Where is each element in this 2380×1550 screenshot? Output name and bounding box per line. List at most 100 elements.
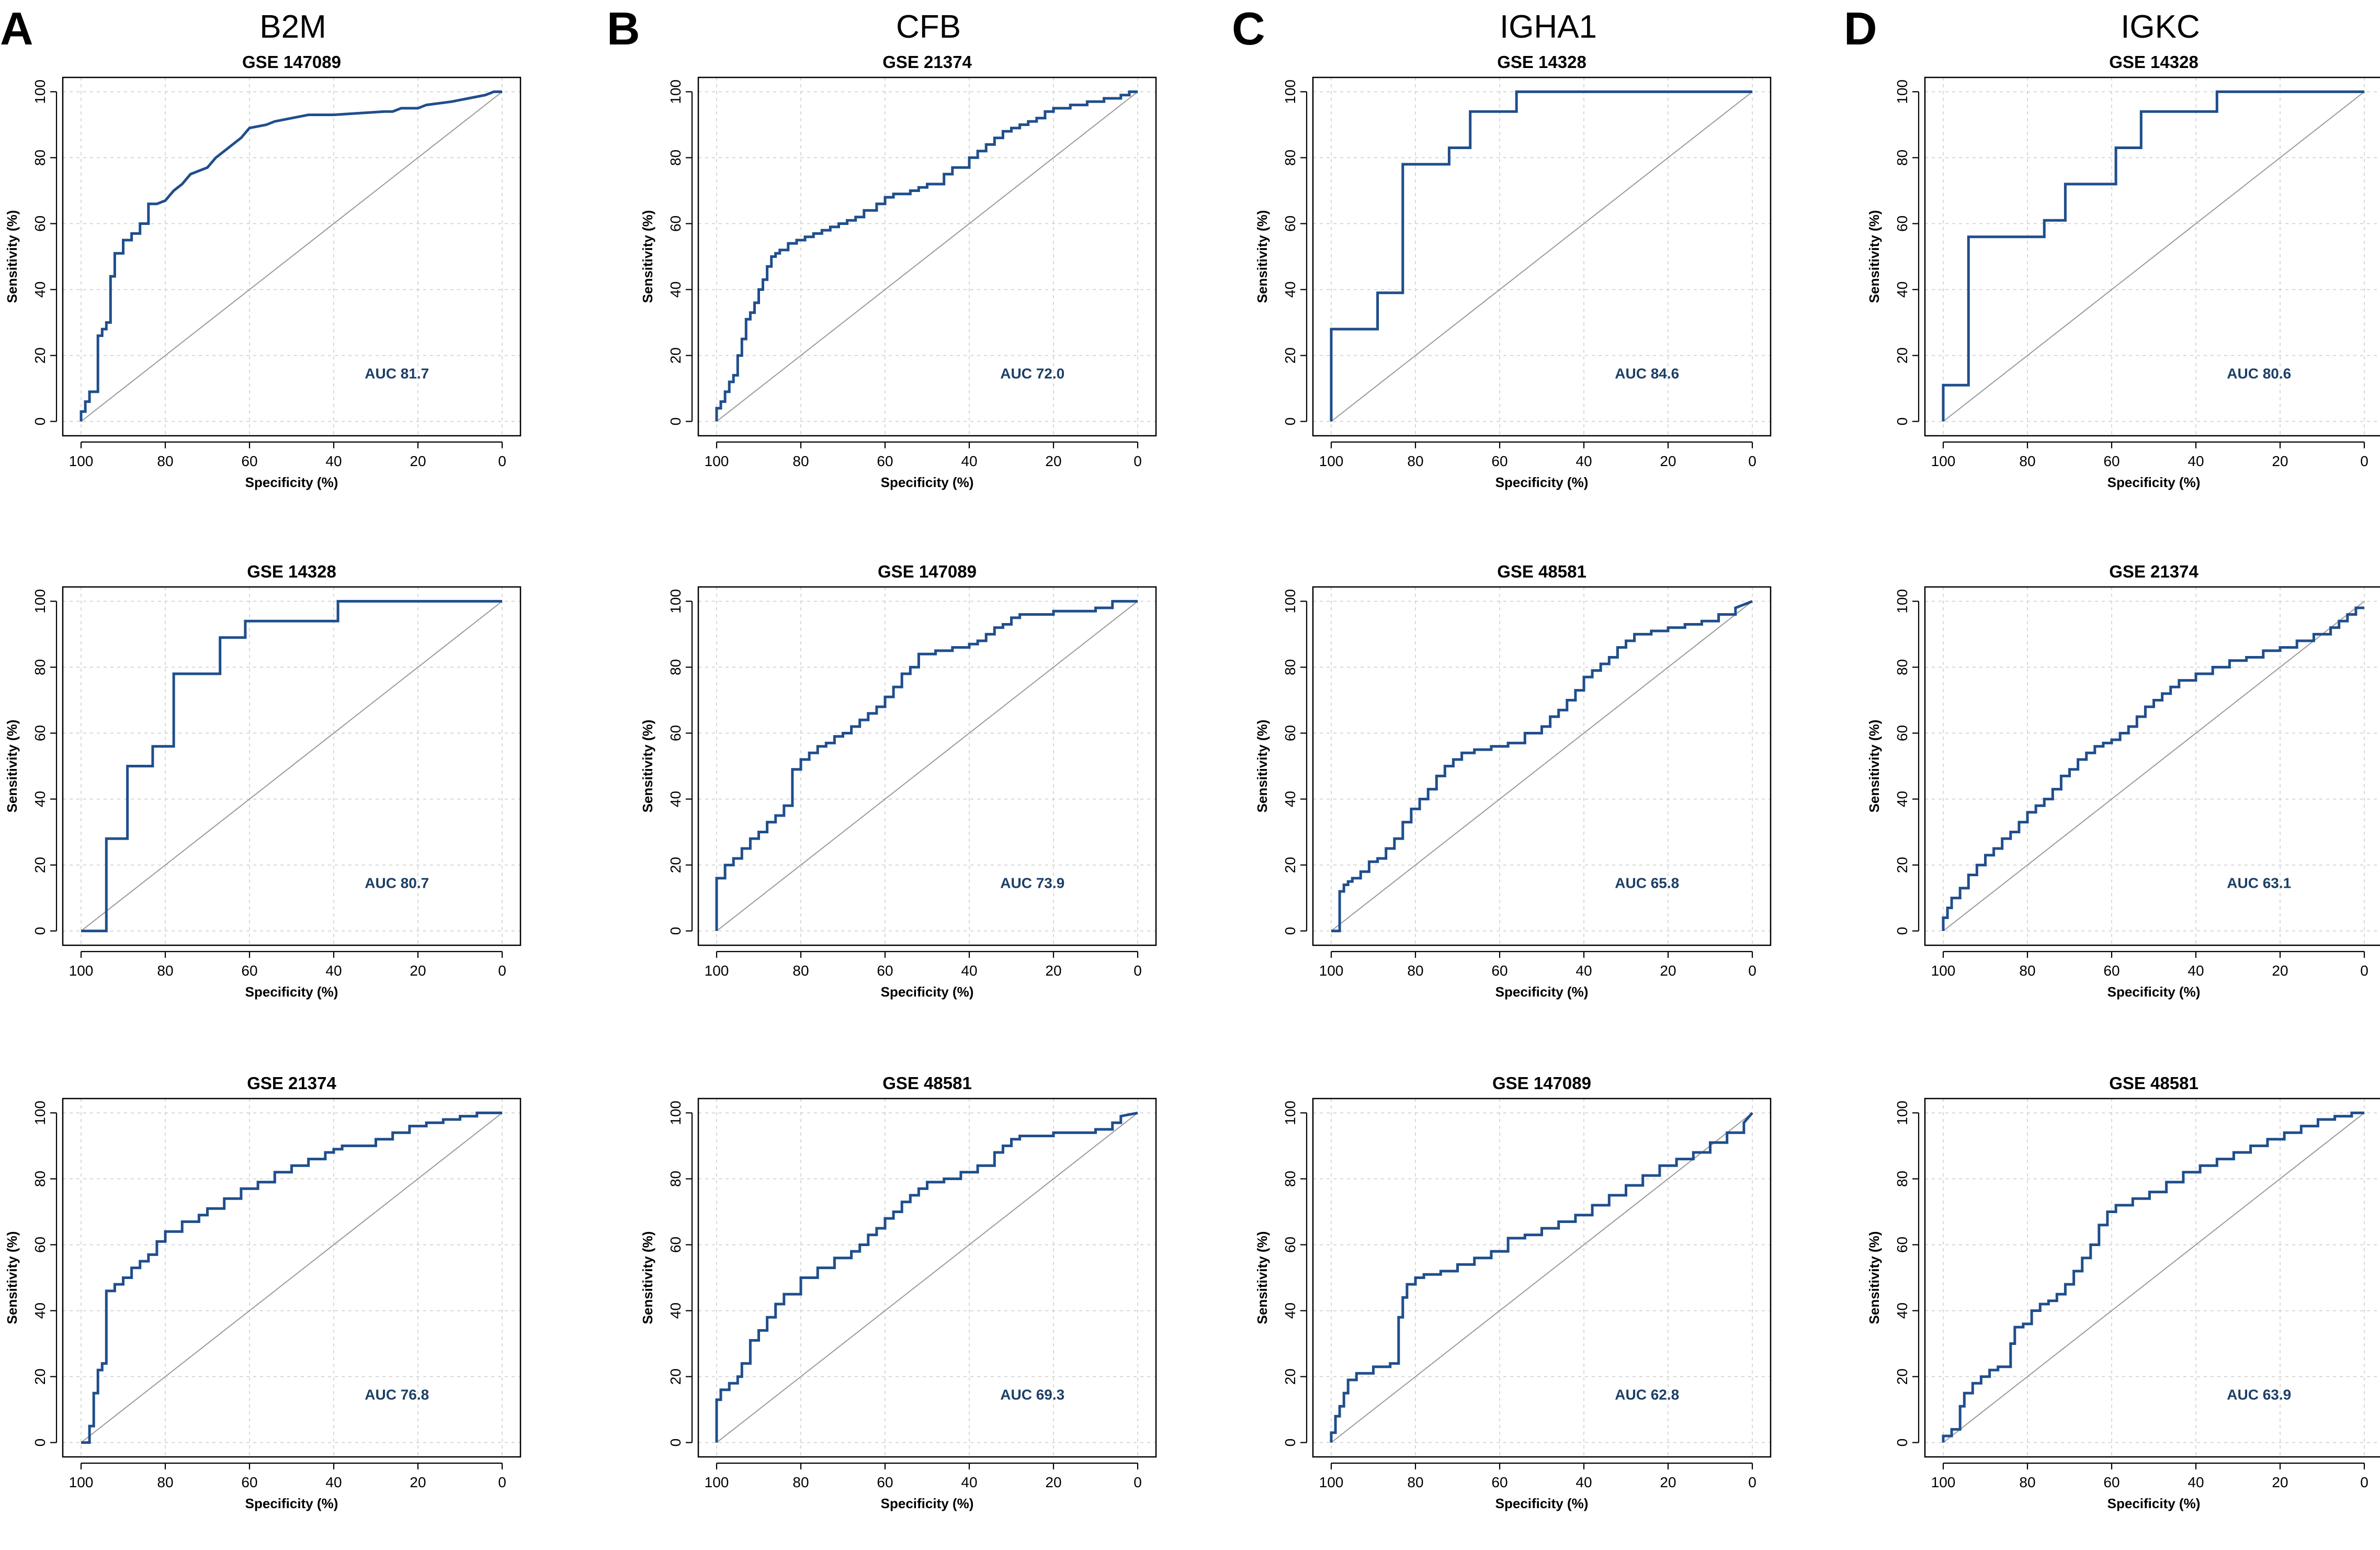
y-tick-label: 40 bbox=[32, 1303, 48, 1319]
x-tick-label: 100 bbox=[69, 1474, 94, 1490]
reference-diagonal-igha1-3 bbox=[1331, 1112, 1753, 1443]
x-tick-label: 20 bbox=[1045, 963, 1061, 979]
plot-frame-igha1-1 bbox=[1312, 76, 1772, 437]
x-tick-label: 80 bbox=[1407, 963, 1423, 979]
y-tick-label: 100 bbox=[1282, 80, 1298, 104]
y-tick-label: 40 bbox=[1282, 1303, 1298, 1319]
x-tick-label: 80 bbox=[1407, 1474, 1423, 1490]
x-tick-label: 0 bbox=[498, 963, 506, 979]
x-tick-label: 0 bbox=[1748, 453, 1756, 469]
x-tick-label: 40 bbox=[325, 1474, 342, 1490]
auc-label-cfb-3: AUC 69.3 bbox=[1000, 1387, 1064, 1403]
x-axis-label-b2m-1: Specificity (%) bbox=[245, 474, 338, 490]
y-tick-label: 0 bbox=[667, 417, 684, 426]
auc-label-igkc-2: AUC 63.1 bbox=[2227, 875, 2291, 891]
x-tick-label: 40 bbox=[325, 963, 342, 979]
y-tick-label: 80 bbox=[667, 659, 684, 675]
x-tick-label: 80 bbox=[1407, 453, 1423, 469]
y-tick-label: 20 bbox=[32, 1368, 48, 1385]
y-tick-label: 0 bbox=[32, 1439, 48, 1447]
x-tick-label: 20 bbox=[1660, 963, 1676, 979]
x-tick-label: 0 bbox=[1748, 1474, 1756, 1490]
y-tick-label: 60 bbox=[1894, 725, 1910, 741]
gene-title-igkc: IGKC bbox=[2121, 9, 2200, 45]
y-tick-label: 20 bbox=[32, 347, 48, 364]
x-tick-label: 0 bbox=[2360, 963, 2368, 979]
x-tick-label: 20 bbox=[2272, 453, 2288, 469]
y-tick-label: 0 bbox=[667, 1439, 684, 1447]
x-tick-label: 100 bbox=[1319, 963, 1344, 979]
x-tick-label: 100 bbox=[705, 453, 729, 469]
x-tick-label: 60 bbox=[241, 1474, 257, 1490]
x-axis-label-igha1-3: Specificity (%) bbox=[1495, 1496, 1589, 1511]
y-tick-label: 40 bbox=[32, 281, 48, 298]
y-tick-label: 60 bbox=[32, 725, 48, 741]
auc-label-cfb-1: AUC 72.0 bbox=[1000, 366, 1064, 382]
y-axis-label-b2m-1: Sensitivity (%) bbox=[4, 210, 20, 303]
x-tick-label: 100 bbox=[69, 453, 94, 469]
x-tick-label: 100 bbox=[705, 963, 729, 979]
plot-frame-igha1-3 bbox=[1312, 1098, 1772, 1458]
reference-diagonal-igha1-1 bbox=[1331, 91, 1753, 422]
plot-frame-igkc-2 bbox=[1924, 586, 2380, 946]
plot-frame-igkc-3 bbox=[1924, 1098, 2380, 1458]
roc-curve-b2m-3 bbox=[81, 1111, 502, 1444]
x-tick-label: 60 bbox=[241, 453, 257, 469]
plot-frame-cfb-1 bbox=[697, 76, 1157, 437]
x-tick-label: 60 bbox=[2103, 963, 2120, 979]
auc-label-igkc-1: AUC 80.6 bbox=[2227, 366, 2291, 382]
y-axis-label-cfb-3: Sensitivity (%) bbox=[640, 1231, 655, 1325]
y-tick-label: 0 bbox=[1282, 927, 1298, 935]
y-tick-label: 20 bbox=[1282, 347, 1298, 364]
y-tick-label: 40 bbox=[1282, 791, 1298, 807]
y-tick-label: 80 bbox=[667, 150, 684, 166]
roc-curve-cfb-3 bbox=[715, 1111, 1138, 1443]
plot-title-b2m-3: GSE 21374 bbox=[247, 1073, 336, 1093]
x-tick-label: 20 bbox=[410, 963, 426, 979]
y-tick-label: 80 bbox=[1894, 150, 1910, 166]
y-axis-label-igkc-3: Sensitivity (%) bbox=[1866, 1231, 1882, 1325]
x-tick-label: 60 bbox=[877, 963, 893, 979]
x-tick-label: 0 bbox=[2360, 1474, 2368, 1490]
x-tick-label: 100 bbox=[1931, 1474, 1956, 1490]
auc-label-cfb-2: AUC 73.9 bbox=[1000, 875, 1064, 891]
plot-frame-cfb-3 bbox=[697, 1098, 1157, 1458]
plot-frame-b2m-3 bbox=[62, 1098, 522, 1458]
x-axis-label-igkc-2: Specificity (%) bbox=[2107, 984, 2201, 1000]
y-tick-label: 60 bbox=[667, 216, 684, 232]
y-tick-label: 100 bbox=[1282, 1101, 1298, 1125]
x-tick-label: 20 bbox=[2272, 963, 2288, 979]
plot-frame-b2m-1 bbox=[62, 76, 522, 437]
x-tick-label: 60 bbox=[1491, 963, 1508, 979]
x-tick-label: 60 bbox=[2103, 453, 2120, 469]
x-tick-label: 20 bbox=[1045, 1474, 1061, 1490]
x-tick-label: 40 bbox=[2188, 453, 2204, 469]
plot-title-cfb-1: GSE 21374 bbox=[882, 52, 972, 72]
gene-title-igha1: IGHA1 bbox=[1500, 9, 1597, 45]
y-tick-label: 0 bbox=[32, 417, 48, 426]
x-axis-label-igha1-2: Specificity (%) bbox=[1495, 984, 1589, 1000]
y-tick-label: 100 bbox=[32, 589, 48, 614]
x-tick-label: 80 bbox=[2019, 1474, 2035, 1490]
y-tick-label: 60 bbox=[667, 725, 684, 741]
y-axis-label-igkc-1: Sensitivity (%) bbox=[1866, 210, 1882, 303]
y-tick-label: 80 bbox=[1282, 1171, 1298, 1187]
plot-frame-cfb-2 bbox=[697, 586, 1157, 946]
y-tick-label: 60 bbox=[1894, 216, 1910, 232]
y-tick-label: 40 bbox=[32, 791, 48, 807]
y-tick-label: 80 bbox=[32, 659, 48, 675]
x-tick-label: 60 bbox=[877, 1474, 893, 1490]
x-axis-label-igha1-1: Specificity (%) bbox=[1495, 474, 1589, 490]
x-tick-label: 20 bbox=[1660, 453, 1676, 469]
x-tick-label: 60 bbox=[1491, 453, 1508, 469]
x-tick-label: 100 bbox=[1319, 453, 1344, 469]
auc-label-b2m-2: AUC 80.7 bbox=[365, 875, 429, 891]
y-axis-label-cfb-2: Sensitivity (%) bbox=[640, 720, 655, 813]
y-tick-label: 100 bbox=[667, 1101, 684, 1125]
y-tick-label: 40 bbox=[1894, 1303, 1910, 1319]
plot-title-igkc-2: GSE 21374 bbox=[2109, 562, 2198, 581]
x-tick-label: 100 bbox=[1931, 963, 1956, 979]
plot-title-b2m-1: GSE 147089 bbox=[242, 52, 341, 72]
x-tick-label: 80 bbox=[792, 453, 809, 469]
x-axis-label-igkc-3: Specificity (%) bbox=[2107, 1496, 2201, 1511]
